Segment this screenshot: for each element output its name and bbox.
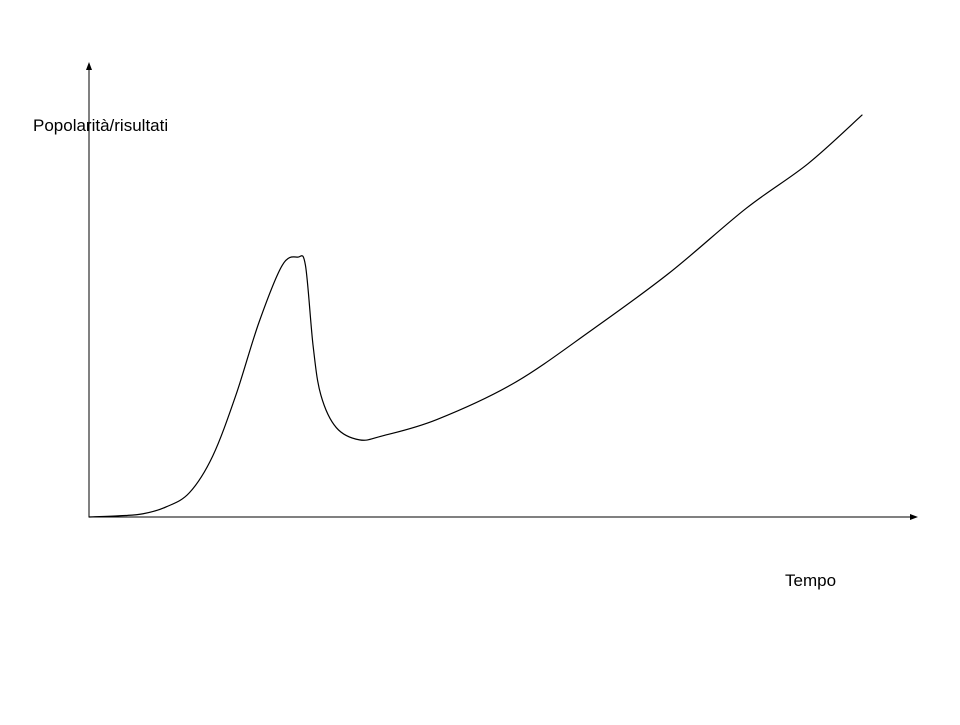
x-axis-arrow-icon [910,514,918,520]
x-axis-label: Tempo [785,571,837,590]
y-axis-arrow-icon [86,62,92,70]
series-layer [88,114,863,518]
y-axis-label: Popolarità/risultati [33,116,169,135]
series-line-0 [88,114,863,518]
axes [86,62,918,520]
